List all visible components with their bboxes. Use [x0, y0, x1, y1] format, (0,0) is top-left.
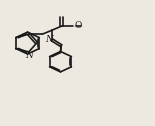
Text: N: N: [25, 51, 33, 60]
Text: N: N: [45, 35, 53, 44]
Text: O: O: [74, 21, 82, 30]
